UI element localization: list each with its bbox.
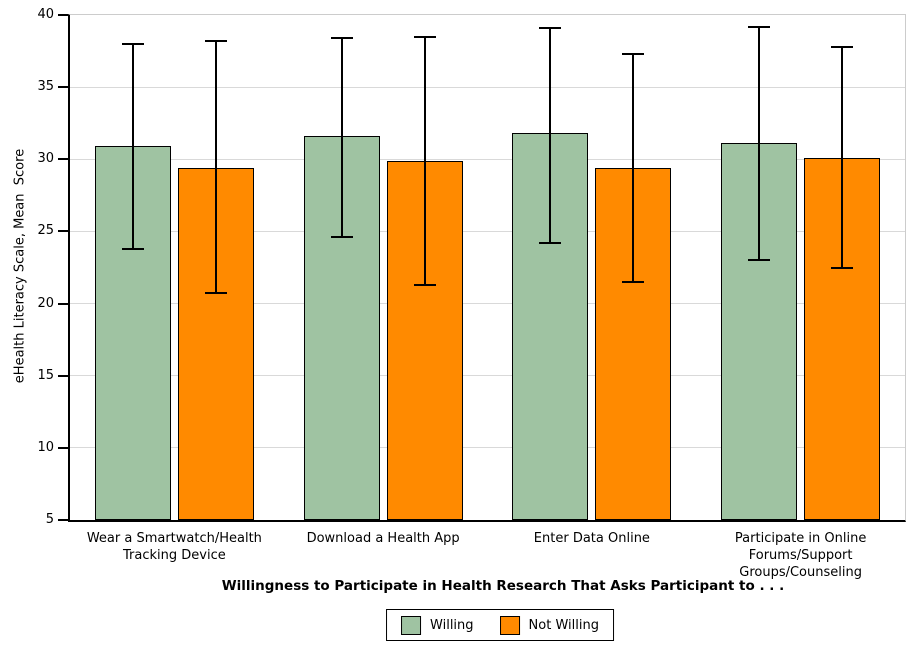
error-cap-top-not-willing [204,39,227,42]
y-tick [58,446,68,449]
y-tick-label: 5 [45,512,54,527]
y-tick-label: 40 [37,7,54,22]
legend-item-not-willing: Not Willing [499,615,599,635]
y-gridline [70,303,905,305]
y-tick-label: 20 [37,295,54,311]
plot-area: 5 10 15 20 25 30 35 40 Wear a Smartwatch/Health … [37,7,906,580]
y-gridline [70,447,905,449]
error-bar-willing [549,27,552,243]
legend-item-willing: Willing [401,615,474,635]
error-bar-not-willing [841,46,844,268]
error-cap-bottom-willing [121,247,144,250]
error-bar-willing [131,43,134,249]
y-tick-label: 10 [37,439,54,455]
error-bar-not-willing [423,36,426,285]
y-tick [58,14,68,16]
error-cap-top-not-willing [831,45,854,48]
y-tick-label: 30 [37,151,54,167]
y-gridline [70,158,905,160]
error-cap-bottom-not-willing [204,292,227,295]
legend-label-willing: Willing [430,617,474,633]
error-cap-top-willing [330,37,353,40]
error-bar-willing [340,38,343,238]
legend-swatch-not-willing-icon [499,615,520,635]
error-bar-not-willing [632,53,635,282]
y-gridline [70,86,905,88]
y-axis-title: eHealth Literacy Scale, Mean Score [12,148,28,384]
error-cap-top-willing [121,42,144,45]
y-tick [58,230,68,233]
y-tick-label: 15 [37,367,54,383]
x-category-label: Enter Data Online [533,531,650,546]
error-cap-bottom-not-willing [622,280,645,283]
error-cap-top-not-willing [413,35,436,38]
y-gridline [70,230,905,232]
y-tick [58,374,68,377]
y-tick [58,519,68,521]
error-cap-top-not-willing [622,52,645,55]
x-category-label: Participate in Online Forums/Support Gro… [734,531,867,580]
error-cap-bottom-not-willing [831,266,854,269]
x-category-label: Download a Health App [306,531,460,546]
error-cap-bottom-not-willing [413,283,436,286]
legend: Willing Not Willing [386,609,614,641]
error-cap-bottom-willing [748,259,771,262]
error-cap-top-willing [748,25,771,28]
y-tick [58,302,68,305]
error-bar-not-willing [214,40,217,294]
x-category-label: Wear a Smartwatch/Health Tracking Device [86,531,262,563]
error-cap-bottom-willing [330,236,353,239]
y-tick [58,86,68,89]
y-gridline [70,375,905,377]
error-bar-willing [758,26,761,261]
y-tick-label: 35 [37,79,54,95]
bar-willing [94,146,171,520]
y-tick [58,158,68,161]
error-cap-top-willing [539,26,562,29]
legend-label-not-willing: Not Willing [528,617,599,633]
x-axis-title: Willingness to Participate in Health Res… [221,578,785,594]
y-tick-label: 25 [37,223,54,239]
legend-swatch-willing-icon [401,615,422,635]
error-cap-bottom-willing [539,241,562,244]
